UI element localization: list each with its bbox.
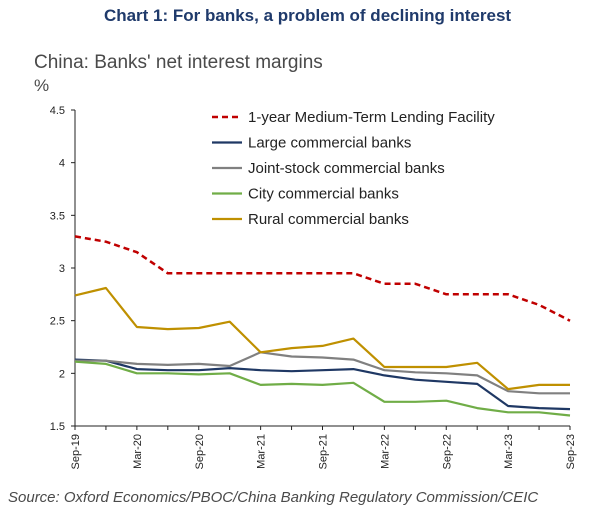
line-chart: 1.5 2 2.5 3 3.5 4 4.5 Sep-19 Mar-20 Sep-20 Mar-21… — [50, 105, 577, 469]
x-tick-label: Sep-22 — [441, 434, 453, 469]
series-line-3 — [74, 360, 571, 417]
series-line-4 — [74, 286, 570, 391]
x-tick-label: Sep-21 — [318, 434, 330, 469]
x-tick-label: Sep-20 — [194, 434, 206, 469]
y-axis-unit: % — [34, 76, 50, 95]
y-tick-label: 4 — [59, 158, 65, 170]
y-tick-labels: 1.5 2 2.5 3 3.5 4 4.5 — [50, 105, 65, 433]
legend-label-4: Rural commercial banks — [248, 211, 409, 228]
series-line-1 — [74, 358, 571, 411]
chart-subtitle: China: Banks' net interest margins — [34, 52, 323, 73]
x-tick-labels: Sep-19 Mar-20 Sep-20 Mar-21 Sep-21 Mar-22 Sep-… — [70, 434, 577, 469]
legend: 1-year Medium-Term Lending Facility Large… — [212, 109, 495, 228]
legend-label-3: City commercial banks — [248, 186, 399, 203]
x-tick-label: Mar-20 — [132, 434, 144, 469]
source-note: Source: Oxford Economics/PBOC/China Bank… — [8, 489, 539, 506]
y-tick-label: 2.5 — [50, 316, 65, 328]
y-tick-label: 4.5 — [50, 105, 65, 117]
series-line-0 — [74, 235, 571, 322]
x-tick-label: Sep-19 — [70, 434, 82, 469]
y-tick-label: 3 — [59, 263, 65, 275]
legend-label-2: Joint-stock commercial banks — [248, 160, 445, 177]
chart-title: Chart 1: For banks, a problem of declini… — [103, 6, 512, 25]
x-tick-label: Sep-23 — [565, 434, 577, 469]
y-tick-label: 2 — [59, 368, 65, 380]
x-tick-label: Mar-22 — [379, 434, 391, 469]
x-tick-label: Mar-23 — [503, 434, 515, 469]
series-line-2 — [75, 351, 570, 395]
axes — [71, 109, 571, 430]
x-tick-label: Mar-21 — [256, 434, 268, 469]
y-tick-label: 1.5 — [50, 421, 65, 433]
series-lines — [74, 235, 571, 417]
y-tick-label: 3.5 — [50, 210, 65, 222]
legend-label-1: Large commercial banks — [248, 135, 411, 152]
legend-label-0: 1-year Medium-Term Lending Facility — [248, 109, 495, 126]
